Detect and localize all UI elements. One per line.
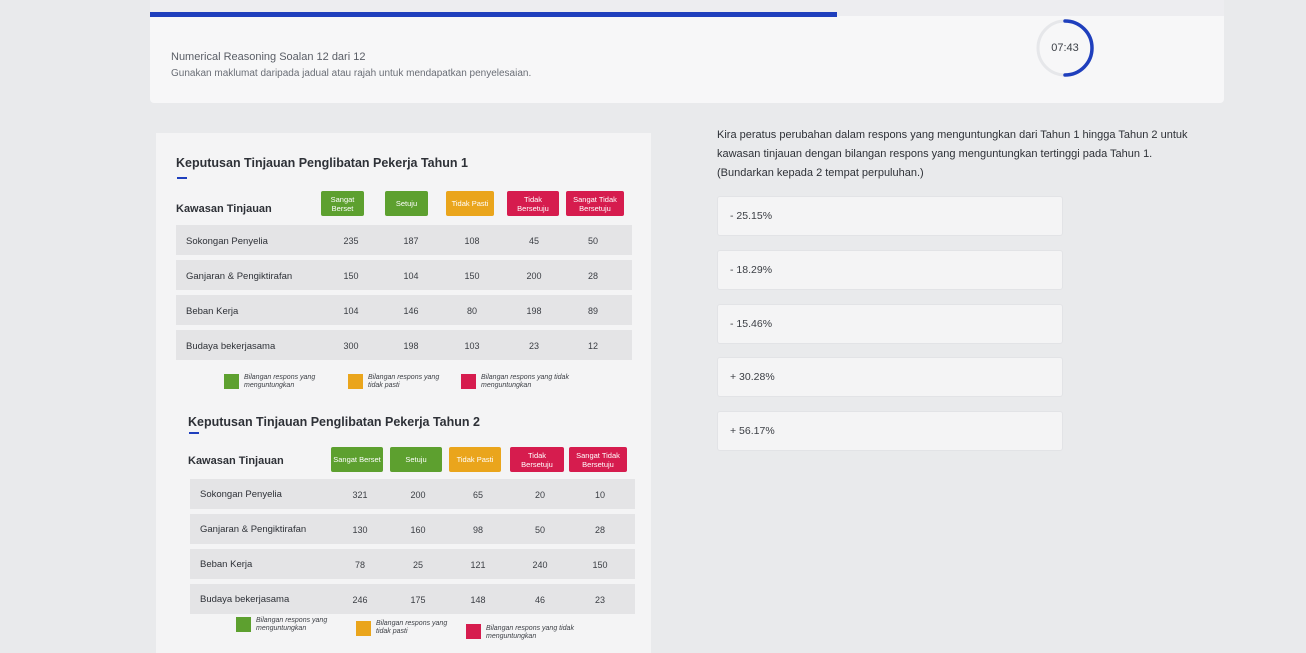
table-row: Sokongan Penyelia 235 187 108 45 50 [176, 225, 632, 255]
row-label: Beban Kerja [186, 306, 239, 317]
table-cell: 198 [403, 341, 419, 351]
table-cell: 187 [403, 236, 419, 246]
row-label: Ganjaran & Pengiktirafan [200, 524, 307, 535]
table-cell: 12 [587, 341, 598, 351]
table-cell: 200 [410, 490, 426, 500]
title-underline [189, 432, 199, 434]
progress-bar-fill [150, 12, 838, 17]
column-header-region: Kawasan Tinjauan [188, 455, 284, 467]
table-cell: 150 [592, 560, 608, 570]
table-row: Beban Kerja 78 25 121 240 150 [190, 549, 635, 579]
table-1-title: Keputusan Tinjauan Penglibatan Pekerja T… [176, 156, 468, 170]
table-cell: 104 [343, 306, 359, 316]
column-header-disagree: Tidak Bersetuju [507, 191, 559, 216]
row-label: Ganjaran & Pengiktirafan [186, 271, 293, 282]
table-cell: 246 [352, 595, 368, 605]
countdown-timer: 07:43 [1035, 18, 1095, 78]
column-header-agree: Setuju [385, 191, 428, 216]
legend-negative-label: Bilangan respons yang tidak menguntungka… [481, 374, 569, 389]
table-cell: 235 [343, 236, 359, 246]
table-cell: 150 [464, 271, 480, 281]
answer-option-2[interactable]: - 18.29% [717, 250, 1063, 290]
column-header-agree: Setuju [390, 447, 442, 472]
table-row: Budaya bekerjasama 246 175 148 46 23 [190, 584, 635, 614]
legend-negative-label: Bilangan respons yang tidak menguntungka… [486, 625, 574, 640]
table-cell: 25 [412, 560, 423, 570]
column-header-strongly-agree: Sangat Berset [321, 191, 364, 216]
progress-bar [150, 0, 1224, 17]
answer-option-3[interactable]: - 15.46% [717, 304, 1063, 344]
table-row: Sokongan Penyelia 321 200 65 20 10 [190, 479, 635, 509]
table-row: Ganjaran & Pengiktirafan 150 104 150 200… [176, 260, 632, 290]
table-cell: 321 [352, 490, 368, 500]
question-title: Numerical Reasoning Soalan 12 dari 12 [171, 51, 366, 63]
answer-option-4[interactable]: + 30.28% [717, 357, 1063, 397]
column-header-unsure: Tidak Pasti [446, 191, 494, 216]
table-cell: 130 [352, 525, 368, 535]
table-row: Beban Kerja 104 146 80 198 89 [176, 295, 632, 325]
table-cell: 28 [594, 525, 605, 535]
table-cell: 148 [470, 595, 486, 605]
row-label: Sokongan Penyelia [200, 489, 282, 500]
legend-unsure-label: Bilangan respons yang tidak pasti [368, 374, 440, 389]
table-2-title: Keputusan Tinjauan Penglibatan Pekerja T… [188, 415, 480, 429]
table-cell: 45 [528, 236, 539, 246]
table-cell: 78 [354, 560, 365, 570]
column-header-region: Kawasan Tinjauan [176, 203, 272, 215]
table-cell: 50 [534, 525, 545, 535]
table-cell: 46 [534, 595, 545, 605]
row-label: Sokongan Penyelia [186, 236, 268, 247]
legend-negative-swatch [466, 624, 481, 639]
table-row: Ganjaran & Pengiktirafan 130 160 98 50 2… [190, 514, 635, 544]
legend-positive-swatch [224, 374, 239, 389]
table-cell: 50 [587, 236, 598, 246]
table-cell: 160 [410, 525, 426, 535]
table-cell: 89 [587, 306, 598, 316]
legend-unsure-swatch [348, 374, 363, 389]
question-text: Kira peratus perubahan dalam respons yan… [717, 129, 1188, 179]
instruction-text: Gunakan maklumat daripada jadual atau ra… [171, 68, 532, 79]
answer-option-1[interactable]: - 25.15% [717, 196, 1063, 236]
answer-option-5[interactable]: + 56.17% [717, 411, 1063, 451]
legend-unsure-label: Bilangan respons yang tidak pasti [376, 620, 448, 635]
table-cell: 23 [594, 595, 605, 605]
table-cell: 23 [528, 341, 539, 351]
table-cell: 146 [403, 306, 419, 316]
column-header-strongly-disagree: Sangat Tidak Bersetuju [569, 447, 627, 472]
table-cell: 200 [526, 271, 542, 281]
row-label: Beban Kerja [200, 559, 253, 570]
row-label: Budaya bekerjasama [186, 341, 276, 352]
question-header-card: Numerical Reasoning Soalan 12 dari 12 Gu… [150, 0, 1224, 103]
column-header-strongly-agree: Sangat Berset [331, 447, 383, 472]
title-underline [177, 177, 187, 179]
column-header-strongly-disagree: Sangat Tidak Bersetuju [566, 191, 624, 216]
table-cell: 65 [472, 490, 483, 500]
table-cell: 104 [403, 271, 419, 281]
timer-ring-icon [1036, 19, 1094, 77]
legend-positive-label: Bilangan respons yang menguntungkan [256, 617, 328, 632]
timer-value: 07:43 [1051, 42, 1079, 54]
row-label: Budaya bekerjasama [200, 594, 290, 605]
table-cell: 175 [410, 595, 426, 605]
legend-positive-label: Bilangan respons yang menguntungkan [244, 374, 316, 389]
table-cell: 121 [470, 560, 486, 570]
table-cell: 240 [532, 560, 548, 570]
table-cell: 80 [466, 306, 477, 316]
table-row: Budaya bekerjasama 300 198 103 23 12 [176, 330, 632, 360]
legend-unsure-swatch [356, 621, 371, 636]
table-cell: 108 [464, 236, 480, 246]
table-cell: 20 [534, 490, 545, 500]
legend-negative-swatch [461, 374, 476, 389]
column-header-unsure: Tidak Pasti [449, 447, 501, 472]
table-cell: 28 [587, 271, 598, 281]
table-cell: 98 [472, 525, 483, 535]
table-cell: 103 [464, 341, 480, 351]
data-tables-card: Keputusan Tinjauan Penglibatan Pekerja T… [156, 133, 651, 653]
column-header-disagree: Tidak Bersetuju [510, 447, 564, 472]
table-cell: 10 [594, 490, 605, 500]
table-cell: 300 [343, 341, 359, 351]
legend-positive-swatch [236, 617, 251, 632]
table-cell: 150 [343, 271, 359, 281]
table-cell: 198 [526, 306, 542, 316]
